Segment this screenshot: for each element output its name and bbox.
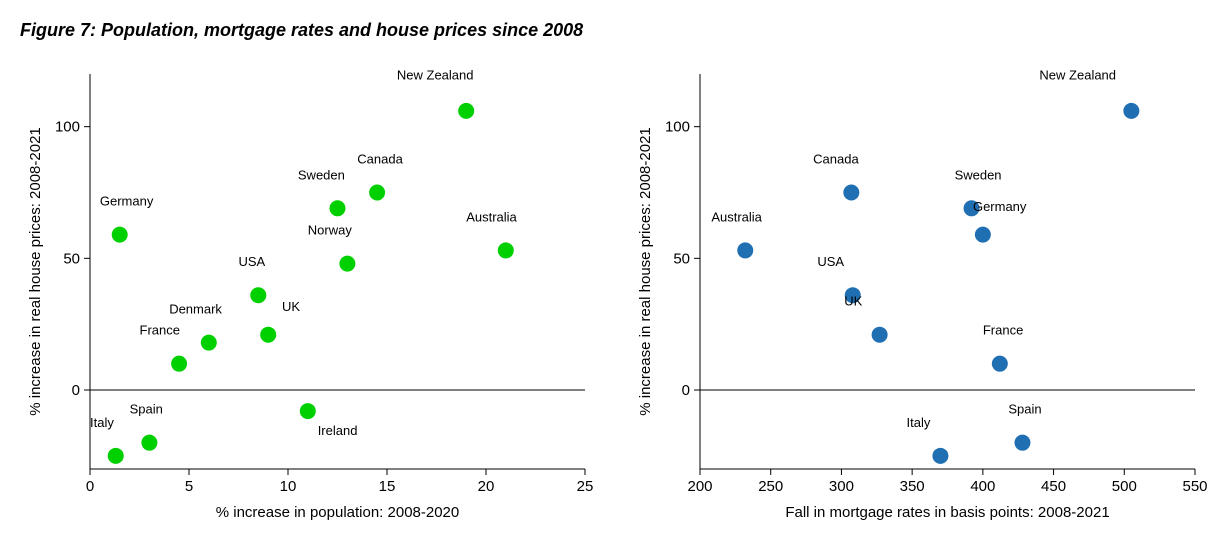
y-axis-label: % increase in real house prices: 2008-20… bbox=[27, 127, 44, 416]
y-tick-label: 100 bbox=[55, 119, 80, 136]
left-label-usa: USA bbox=[239, 254, 266, 269]
x-tick-label: 500 bbox=[1112, 478, 1137, 495]
x-tick-label: 450 bbox=[1041, 478, 1066, 495]
y-tick-label: 0 bbox=[72, 382, 80, 399]
right-label-spain: Spain bbox=[1008, 402, 1041, 417]
right-label-australia: Australia bbox=[711, 209, 762, 224]
y-axis-label: % increase in real house prices: 2008-20… bbox=[637, 127, 654, 416]
x-tick-label: 5 bbox=[185, 478, 193, 495]
left-label-denmark: Denmark bbox=[169, 302, 222, 317]
left-label-canada: Canada bbox=[357, 152, 403, 167]
left-label-uk: UK bbox=[282, 299, 300, 314]
left-point-new-zealand bbox=[458, 103, 474, 119]
right-label-italy: Italy bbox=[906, 415, 930, 430]
left-label-sweden: Sweden bbox=[298, 167, 345, 182]
right-point-italy bbox=[932, 448, 948, 464]
x-axis-label: % increase in population: 2008-2020 bbox=[216, 504, 460, 521]
left-point-ireland bbox=[300, 403, 316, 419]
left-point-spain bbox=[141, 435, 157, 451]
left-point-sweden bbox=[330, 200, 346, 216]
x-tick-label: 15 bbox=[379, 478, 396, 495]
left-label-new-zealand: New Zealand bbox=[397, 67, 474, 82]
left-label-germany: Germany bbox=[100, 194, 154, 209]
x-tick-label: 350 bbox=[900, 478, 925, 495]
left-point-usa bbox=[250, 287, 266, 303]
left-point-canada bbox=[369, 185, 385, 201]
left-point-france bbox=[171, 356, 187, 372]
x-axis-label: Fall in mortgage rates in basis points: … bbox=[785, 504, 1109, 521]
right-label-usa: USA bbox=[817, 254, 844, 269]
x-tick-label: 10 bbox=[280, 478, 297, 495]
x-tick-label: 0 bbox=[86, 478, 94, 495]
x-tick-label: 25 bbox=[577, 478, 594, 495]
right-label-france: France bbox=[983, 323, 1023, 338]
left-point-uk bbox=[260, 327, 276, 343]
left-label-norway: Norway bbox=[308, 223, 353, 238]
right-point-australia bbox=[737, 242, 753, 258]
left-point-denmark bbox=[201, 335, 217, 351]
x-tick-label: 300 bbox=[829, 478, 854, 495]
right-label-new-zealand: New Zealand bbox=[1039, 67, 1116, 82]
x-tick-label: 20 bbox=[478, 478, 495, 495]
right-point-canada bbox=[843, 185, 859, 201]
left-point-norway bbox=[339, 256, 355, 272]
x-tick-label: 200 bbox=[687, 478, 712, 495]
left-point-australia bbox=[498, 242, 514, 258]
y-tick-label: 50 bbox=[673, 250, 690, 267]
right-label-sweden: Sweden bbox=[955, 167, 1002, 182]
left-point-italy bbox=[108, 448, 124, 464]
right-point-germany bbox=[975, 227, 991, 243]
x-tick-label: 400 bbox=[970, 478, 995, 495]
right-label-canada: Canada bbox=[813, 152, 859, 167]
y-tick-label: 0 bbox=[682, 382, 690, 399]
left-point-germany bbox=[112, 227, 128, 243]
left-label-france: France bbox=[140, 323, 180, 338]
chart-right: 200 250 300 350 400 450 500 550 0 50 100 Fall in mo… bbox=[630, 59, 1210, 529]
right-label-uk: UK bbox=[844, 294, 862, 309]
right-label-germany: Germany bbox=[973, 199, 1027, 214]
figure-title: Figure 7: Population, mortgage rates and… bbox=[20, 20, 1204, 41]
left-label-spain: Spain bbox=[130, 402, 163, 417]
charts-row: 0510152025050100% increase in population… bbox=[20, 59, 1204, 529]
right-point-france bbox=[992, 356, 1008, 372]
right-point-spain bbox=[1014, 435, 1030, 451]
x-tick-label: 250 bbox=[758, 478, 783, 495]
y-tick-label: 100 bbox=[665, 119, 690, 136]
left-label-italy: Italy bbox=[90, 415, 114, 430]
chart-left: 0 5 10 15 20 25 0 50 100 % increase in population… bbox=[20, 59, 600, 529]
left-label-australia: Australia bbox=[466, 209, 517, 224]
x-tick-label: 550 bbox=[1182, 478, 1207, 495]
y-tick-label: 50 bbox=[63, 250, 80, 267]
right-point-new-zealand bbox=[1123, 103, 1139, 119]
right-point-uk bbox=[872, 327, 888, 343]
left-label-ireland: Ireland bbox=[318, 423, 358, 438]
